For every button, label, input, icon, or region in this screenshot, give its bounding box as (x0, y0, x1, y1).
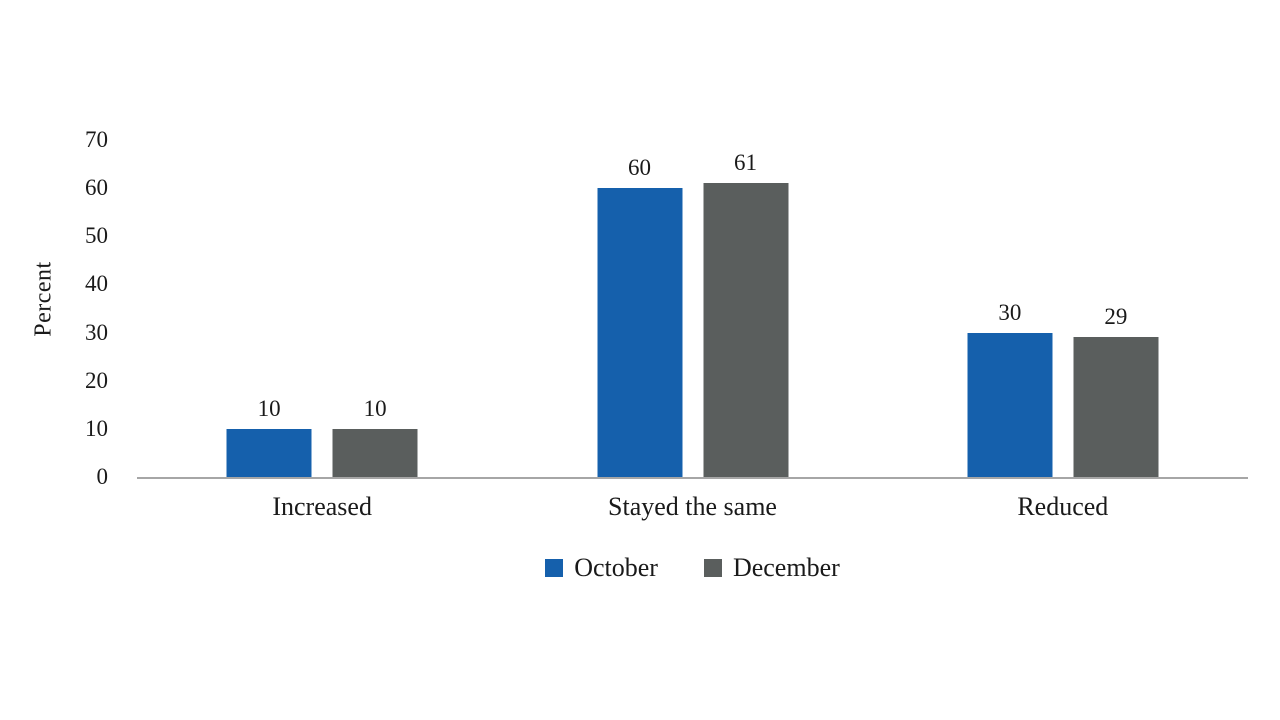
barwrap-december-stayed-the-same: 61 (703, 150, 788, 477)
bar-value-label: 29 (1104, 304, 1128, 330)
y-tick-label: 20 (85, 367, 108, 393)
y-tick-label: 70 (85, 127, 108, 152)
bar-december-stayed-the-same (703, 183, 788, 477)
bar-group-stayed-the-same: 60 61 (597, 150, 788, 477)
legend-item-december: December (703, 553, 840, 583)
bar-october-reduced (967, 332, 1053, 477)
x-axis-line (137, 477, 1248, 479)
bar-value-label: 61 (734, 150, 757, 176)
bar-december-increased (332, 428, 418, 477)
barwrap-october-stayed-the-same: 60 (597, 155, 682, 477)
barwrap-december-increased: 10 (332, 395, 418, 477)
y-tick-label: 50 (85, 223, 108, 249)
y-tick-label: 30 (85, 319, 108, 345)
barwrap-october-increased: 10 (226, 395, 312, 477)
legend-label-december: December (732, 553, 840, 582)
legend-swatch-october (545, 559, 564, 577)
bar-october-increased (226, 428, 312, 477)
y-tick-label: 40 (85, 271, 108, 297)
x-axis-label-increased: Increased (272, 492, 372, 521)
bar-value-label: 10 (363, 395, 387, 421)
x-axis-labels: Increased Stayed the same Reduced (137, 492, 1248, 526)
bar-group-reduced: 30 29 (967, 299, 1159, 477)
legend-item-october: October (545, 553, 658, 583)
barwrap-december-reduced: 29 (1073, 304, 1159, 477)
y-tick-label: 0 (96, 464, 109, 489)
bar-december-reduced (1073, 337, 1159, 477)
bar-value-label: 30 (998, 299, 1022, 325)
bar-october-stayed-the-same (597, 188, 682, 477)
barwrap-october-reduced: 30 (967, 299, 1053, 477)
plot-area: 10 10 60 61 30 29 (137, 140, 1248, 479)
legend-label-october: October (574, 553, 658, 582)
y-axis-ticks: 0 10 20 30 40 50 60 70 (0, 127, 108, 489)
legend-swatch-december (703, 559, 722, 577)
y-tick-label: 10 (85, 415, 108, 441)
bar-group-increased: 10 10 (226, 395, 418, 477)
legend: October December (137, 553, 1248, 583)
bar-value-label: 60 (628, 155, 651, 181)
x-axis-label-reduced: Reduced (1017, 492, 1109, 521)
bar-value-label: 10 (257, 395, 281, 421)
y-tick-label: 60 (85, 175, 108, 201)
x-axis-label-stayed-the-same: Stayed the same (608, 492, 777, 521)
